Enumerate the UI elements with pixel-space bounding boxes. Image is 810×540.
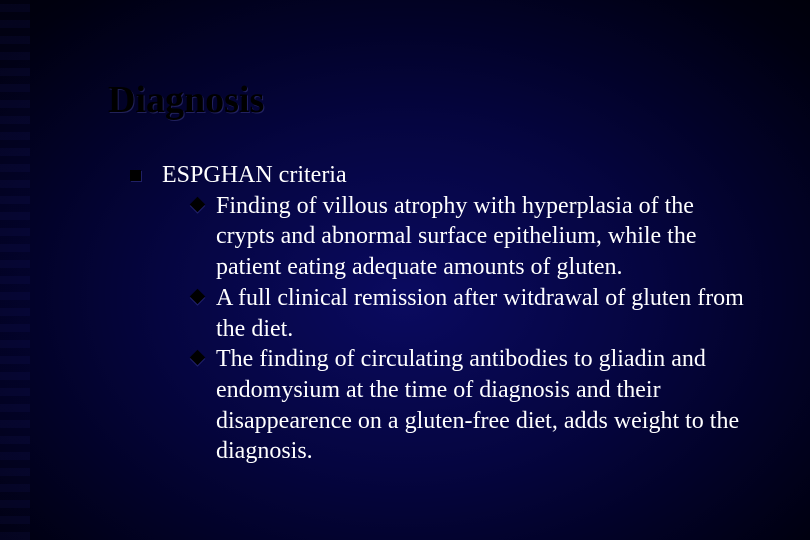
slide-content: ESPGHAN criteria Finding of villous atro…: [130, 160, 755, 467]
bullet-level2: Finding of villous atrophy with hyperpla…: [162, 191, 755, 283]
level2-text: The finding of circulating antibodies to…: [216, 346, 739, 464]
bullet-level1: ESPGHAN criteria Finding of villous atro…: [130, 160, 755, 467]
left-edge-texture: [0, 0, 30, 540]
slide-title: Diagnosis: [108, 78, 264, 122]
square-bullet-icon: [130, 170, 141, 181]
level2-text: A full clinical remission after witdrawa…: [216, 285, 744, 342]
bullet-level2: A full clinical remission after witdrawa…: [162, 283, 755, 344]
level1-text: ESPGHAN criteria: [162, 162, 347, 188]
level2-text: Finding of villous atrophy with hyperpla…: [216, 193, 697, 280]
bullet-level2: The finding of circulating antibodies to…: [162, 344, 755, 467]
slide-background: Diagnosis ESPGHAN criteria Finding of vi…: [0, 0, 810, 540]
